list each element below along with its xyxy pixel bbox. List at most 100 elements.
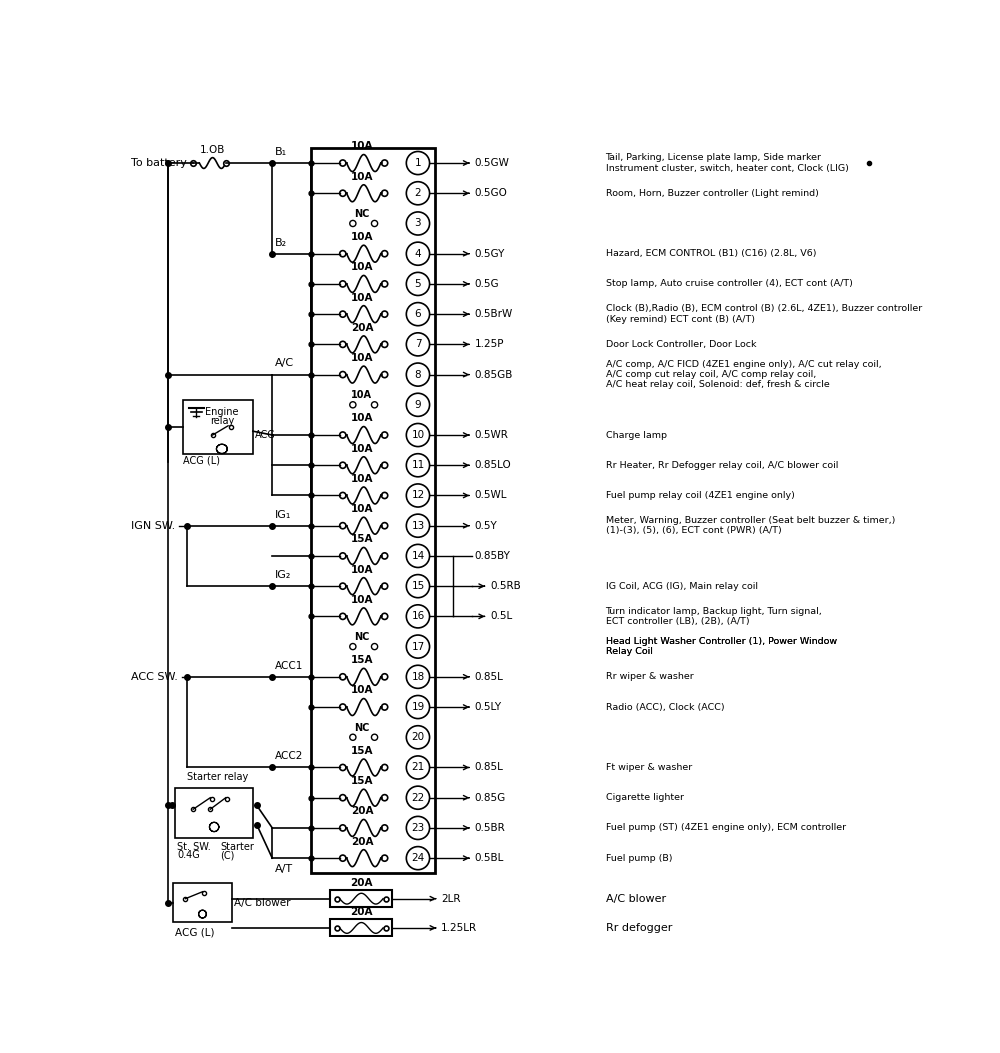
Text: 0.85LO: 0.85LO [475, 460, 511, 471]
Text: Fuel pump (B): Fuel pump (B) [606, 854, 672, 862]
Text: 0.5LY: 0.5LY [475, 702, 502, 712]
Text: 6: 6 [415, 310, 421, 319]
Text: 10A: 10A [351, 595, 373, 604]
Text: 0.5GW: 0.5GW [475, 158, 509, 168]
Text: 10A: 10A [351, 391, 372, 400]
Text: 15A: 15A [351, 534, 373, 544]
Text: 4: 4 [415, 249, 421, 259]
Text: 0.5GO: 0.5GO [475, 188, 507, 198]
Text: 17: 17 [411, 641, 425, 652]
Text: relay: relay [210, 416, 234, 426]
Bar [311, 147, 435, 873]
Text: Meter, Warning, Buzzer controller (Seat belt buzzer & timer,)
(1)-(3), (5), (6),: Meter, Warning, Buzzer controller (Seat … [606, 516, 895, 535]
Text: Cigarette lighter: Cigarette lighter [606, 793, 684, 802]
Text: 10A: 10A [351, 443, 373, 454]
Text: A/C blower: A/C blower [606, 894, 666, 903]
Bar [330, 919, 392, 936]
Text: 10A: 10A [351, 172, 373, 182]
Text: ACC SW.: ACC SW. [131, 672, 178, 681]
Text: 1.OB: 1.OB [200, 145, 225, 156]
Text: 0.5GY: 0.5GY [475, 249, 505, 259]
Text: 1.25P: 1.25P [475, 339, 504, 350]
Text: IG Coil, ACG (IG), Main relay coil: IG Coil, ACG (IG), Main relay coil [606, 581, 758, 591]
Text: 0.5BrW: 0.5BrW [475, 310, 513, 319]
Text: 10A: 10A [351, 564, 373, 575]
Text: Tail, Parking, License plate lamp, Side marker
Instrument cluster, switch, heate: Tail, Parking, License plate lamp, Side … [606, 154, 848, 173]
Text: 10A: 10A [351, 262, 373, 273]
Text: NC: NC [354, 208, 370, 219]
Text: 0.5WL: 0.5WL [475, 491, 507, 500]
Text: 19: 19 [411, 702, 425, 712]
Text: ACG (L): ACG (L) [175, 928, 214, 938]
Text: Clock (B),Radio (B), ECM control (B) (2.6L, 4ZE1), Buzzer controller
(Key remind: Clock (B),Radio (B), ECM control (B) (2.… [606, 304, 922, 324]
Text: 10A: 10A [351, 141, 373, 152]
Text: 15A: 15A [351, 746, 373, 756]
Text: 0.4G: 0.4G [177, 851, 200, 860]
Text: Rr Heater, Rr Defogger relay coil, A/C blower coil: Rr Heater, Rr Defogger relay coil, A/C b… [606, 461, 838, 470]
Text: IGN SW.: IGN SW. [131, 520, 175, 531]
Text: Engine: Engine [205, 406, 239, 417]
Text: NC: NC [354, 722, 370, 733]
Text: 12: 12 [411, 491, 425, 500]
Text: Head Light Washer Controller (1), Power Window
Relay Coil: Head Light Washer Controller (1), Power … [606, 637, 837, 656]
Text: 0.5Y: 0.5Y [475, 520, 497, 531]
Text: NC: NC [354, 632, 370, 642]
Text: 8: 8 [415, 370, 421, 379]
Text: 22: 22 [411, 793, 425, 802]
Text: 15: 15 [411, 581, 425, 591]
Text: ACG: ACG [255, 430, 276, 440]
Text: Charge lamp: Charge lamp [606, 431, 666, 439]
Text: 0.5BL: 0.5BL [475, 853, 504, 863]
Text: 15A: 15A [351, 655, 373, 665]
Text: Starter: Starter [220, 842, 254, 852]
Text: Rr defogger: Rr defogger [606, 922, 672, 933]
Text: (C): (C) [220, 851, 235, 860]
Text: 15A: 15A [351, 776, 373, 787]
Text: A/C: A/C [275, 358, 294, 369]
Text: 18: 18 [411, 672, 425, 681]
Text: Stop lamp, Auto cruise controller (4), ECT cont (A/T): Stop lamp, Auto cruise controller (4), E… [606, 279, 852, 289]
Text: 0.85BY: 0.85BY [475, 551, 510, 561]
Text: 10A: 10A [351, 293, 373, 302]
Bar [175, 788, 253, 838]
Text: 14: 14 [411, 551, 425, 561]
Text: IG₁: IG₁ [275, 510, 291, 519]
Text: 3: 3 [415, 218, 421, 229]
Text: 10A: 10A [351, 686, 373, 695]
Text: 10A: 10A [351, 414, 373, 423]
Text: 16: 16 [411, 612, 425, 621]
Text: Fuel pump relay coil (4ZE1 engine only): Fuel pump relay coil (4ZE1 engine only) [606, 491, 794, 500]
Text: 0.5WR: 0.5WR [475, 430, 508, 440]
Text: ACG (L): ACG (L) [183, 456, 220, 465]
Text: 20A: 20A [350, 878, 373, 888]
Text: B₁: B₁ [275, 146, 287, 157]
Text: 5: 5 [415, 279, 421, 289]
Text: Starter relay: Starter relay [187, 772, 249, 782]
Text: 20A: 20A [351, 807, 373, 816]
Text: Ft wiper & washer: Ft wiper & washer [606, 763, 692, 772]
Text: B₂: B₂ [275, 238, 287, 247]
Text: 10A: 10A [351, 504, 373, 514]
Text: Room, Horn, Buzzer controller (Light remind): Room, Horn, Buzzer controller (Light rem… [606, 188, 818, 198]
Text: 0.5BR: 0.5BR [475, 823, 505, 833]
Text: 1.25LR: 1.25LR [441, 922, 477, 933]
Text: 0.5L: 0.5L [490, 612, 512, 621]
Text: 10A: 10A [351, 232, 373, 242]
Bar [183, 400, 253, 454]
Text: 20A: 20A [351, 323, 373, 333]
Text: 20: 20 [411, 732, 425, 742]
Text: St. SW.: St. SW. [177, 842, 211, 852]
Text: Door Lock Controller, Door Lock: Door Lock Controller, Door Lock [606, 340, 756, 349]
Text: 9: 9 [415, 400, 421, 410]
Text: IG₂: IG₂ [275, 570, 291, 580]
Bar [173, 883, 232, 921]
Text: 20A: 20A [351, 836, 373, 847]
Text: 1: 1 [415, 158, 421, 168]
Text: Radio (ACC), Clock (ACC): Radio (ACC), Clock (ACC) [606, 702, 724, 712]
Text: ACC2: ACC2 [275, 752, 303, 761]
Text: 24: 24 [411, 853, 425, 863]
Text: 13: 13 [411, 520, 425, 531]
Text: ACC1: ACC1 [275, 660, 303, 671]
Text: 10: 10 [411, 430, 425, 440]
Text: 11: 11 [411, 460, 425, 471]
